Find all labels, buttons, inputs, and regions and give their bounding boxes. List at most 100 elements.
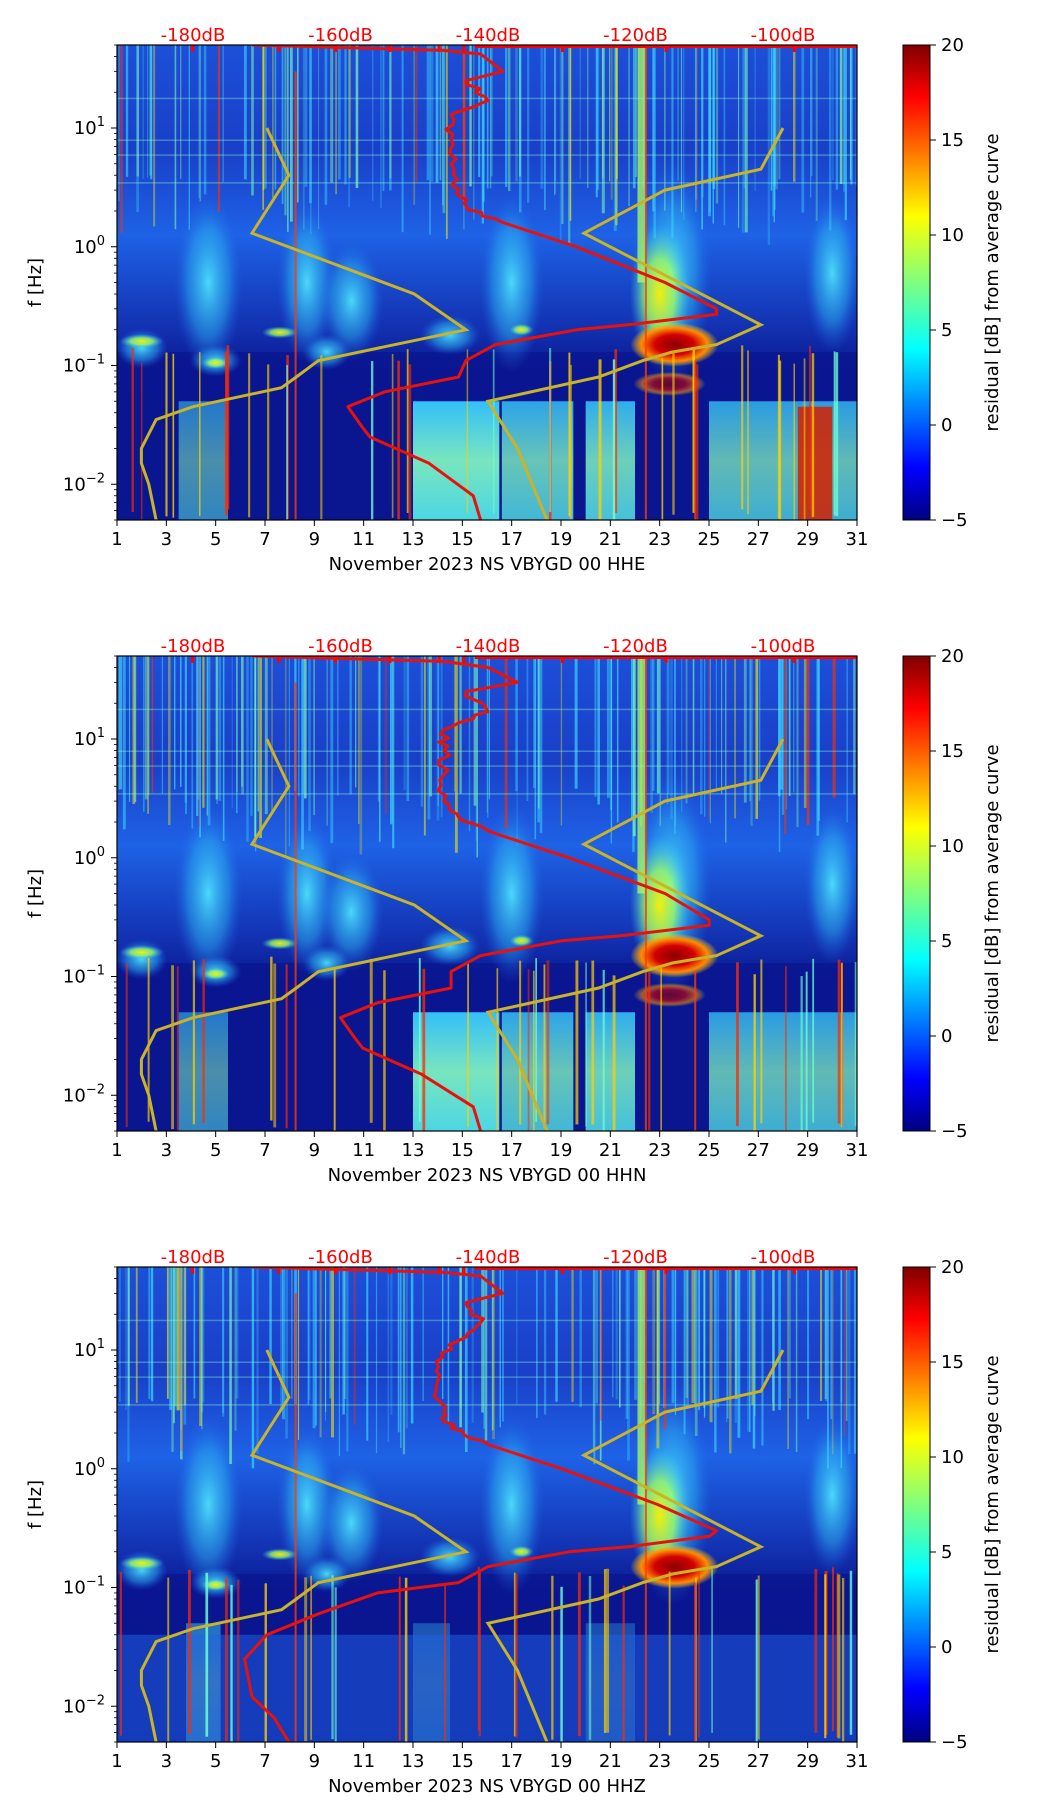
y-tick-exponent: −1 <box>86 964 105 979</box>
hf-streak <box>324 45 328 205</box>
hf-streak <box>175 1267 177 1411</box>
lf-spike <box>648 972 651 1131</box>
noise-floor-z <box>117 1634 857 1742</box>
hf-streak <box>824 1267 827 1400</box>
hf-streak <box>174 45 177 230</box>
hf-streak <box>468 656 471 832</box>
x-tick-label: 19 <box>550 1751 573 1772</box>
hf-streak <box>657 1267 659 1417</box>
hf-streak <box>241 656 244 795</box>
y-tick-label: 100 <box>74 1456 105 1480</box>
hf-streak <box>752 1267 756 1449</box>
hf-streak <box>142 45 144 179</box>
top-marker <box>437 656 441 663</box>
hf-streak <box>430 45 434 182</box>
hf-line <box>117 793 857 795</box>
y-tick-exponent: 1 <box>97 726 105 741</box>
hf-streak <box>359 656 363 855</box>
hf-streak <box>271 656 273 815</box>
hf-streak <box>180 45 182 179</box>
y-tick-exponent: −2 <box>86 1693 105 1708</box>
event-line <box>644 656 647 1131</box>
hf-streak <box>650 656 653 813</box>
colorbar-tick-label: 10 <box>941 836 964 857</box>
hf-streak <box>855 45 857 186</box>
hf-streak <box>435 45 439 183</box>
x-tick-label: 5 <box>210 1751 221 1772</box>
hf-streak <box>515 656 518 792</box>
microseism-peak <box>509 323 534 336</box>
lf-spike <box>603 1569 607 1733</box>
hf-streak <box>737 45 740 228</box>
hf-streak <box>618 1267 621 1408</box>
storm-event-hot <box>630 322 719 367</box>
hf-streak <box>727 1267 729 1419</box>
hf-streak <box>602 45 604 179</box>
lf-spike <box>532 970 535 1131</box>
hf-streak <box>843 45 846 185</box>
microseism-peak <box>201 967 230 980</box>
hf-streak <box>151 1267 154 1402</box>
hf-streak <box>657 656 660 794</box>
microseism-glow <box>804 1415 857 1576</box>
hf-streak <box>652 1267 656 1415</box>
lf-spike <box>397 360 400 520</box>
hf-streak <box>464 1267 468 1453</box>
hf-streak <box>310 45 312 235</box>
lf-spike <box>320 355 323 520</box>
hf-streak <box>807 1267 810 1420</box>
hf-streak <box>180 1267 183 1460</box>
y-tick-base: 10 <box>63 1696 86 1717</box>
noise-block <box>501 401 574 520</box>
hf-streak <box>773 45 775 223</box>
colorbar-tick-label: 5 <box>941 320 952 341</box>
x-axis-label: November 2023 NS VBYGD 00 HHE <box>329 554 646 575</box>
hf-streak <box>337 656 339 796</box>
hf-streak <box>335 45 337 195</box>
microseism-peak <box>509 934 534 947</box>
hf-streak <box>625 1267 629 1420</box>
hf-streak <box>708 656 710 819</box>
hf-streak <box>504 656 508 829</box>
hf-streak <box>634 1267 638 1400</box>
spectrogram-image <box>117 656 857 1131</box>
hf-streak <box>715 45 719 204</box>
db-scale: -180dB -160dB -140dB -120dB -100dB <box>161 1247 816 1268</box>
hf-streak <box>600 1267 603 1421</box>
hf-streak <box>704 1267 706 1417</box>
hf-streak <box>685 1267 687 1398</box>
event-line <box>694 971 697 1131</box>
hf-streak <box>772 45 774 217</box>
y-tick-label: 10−2 <box>63 471 105 495</box>
hf-streak <box>734 1267 738 1400</box>
hf-streak <box>579 1267 582 1408</box>
hf-streak <box>831 1267 834 1455</box>
colorbar-label: residual [dB] from average curve <box>982 133 1003 431</box>
hf-streak <box>691 1267 695 1403</box>
hf-streak <box>426 45 430 181</box>
hf-streak <box>118 45 120 202</box>
hf-streak <box>125 45 129 177</box>
lf-spike <box>849 1570 853 1735</box>
microseism-glow <box>174 192 243 373</box>
top-marker <box>191 1267 194 1274</box>
hf-streak <box>243 45 247 180</box>
hf-streak <box>568 45 571 245</box>
hf-streak <box>571 1267 574 1402</box>
hf-streak <box>377 656 381 802</box>
hf-streak <box>473 656 477 806</box>
colorbar: 20 15 10 5 0 −5 residual [dB] from average cur… <box>902 646 1003 1142</box>
hf-streak <box>264 45 267 189</box>
x-tick-label: 29 <box>796 1751 819 1772</box>
hf-streak <box>830 1267 833 1420</box>
microseism-glow <box>804 193 857 354</box>
x-tick-label: 3 <box>161 529 172 550</box>
lf-spike <box>777 354 780 519</box>
y-tick-label: 100 <box>74 234 105 258</box>
lf-spike <box>273 963 277 1128</box>
hf-streak <box>827 1267 829 1469</box>
hf-streak <box>337 45 341 180</box>
storm-event-secondary <box>633 371 706 396</box>
y-tick-label: 10−1 <box>63 353 105 377</box>
hf-streak <box>606 656 610 798</box>
